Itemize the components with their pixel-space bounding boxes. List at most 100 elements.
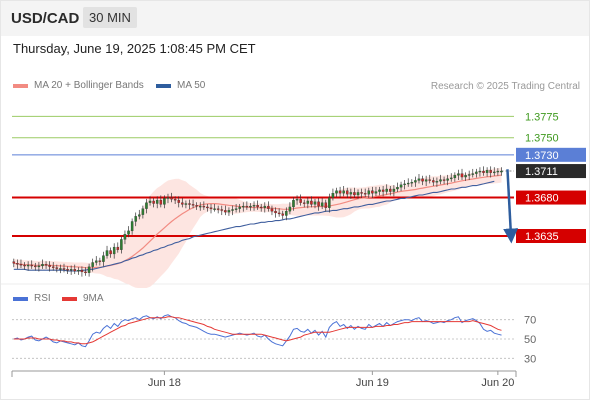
candles-group bbox=[12, 166, 503, 277]
candle-body bbox=[91, 262, 94, 267]
candle-body bbox=[66, 269, 69, 271]
candle-body bbox=[44, 264, 48, 266]
candle-body bbox=[363, 193, 367, 195]
candle-body bbox=[475, 171, 478, 174]
candle-body bbox=[155, 199, 159, 204]
candle-body bbox=[299, 199, 302, 203]
candle-body bbox=[163, 198, 166, 205]
candle-body bbox=[396, 187, 399, 190]
candle-body bbox=[181, 202, 184, 205]
candle-body bbox=[270, 208, 274, 212]
candle-body bbox=[302, 202, 306, 204]
candle-body bbox=[356, 192, 360, 196]
candle-body bbox=[489, 170, 492, 173]
rsi-ma-line bbox=[13, 316, 502, 345]
rsi-tick-label: 30 bbox=[524, 353, 536, 365]
legend-9ma: 9MA bbox=[62, 293, 104, 304]
candle-body bbox=[26, 264, 30, 267]
candle-body bbox=[87, 266, 91, 273]
candle-body bbox=[177, 199, 180, 203]
candle-body bbox=[98, 260, 102, 262]
candle-body bbox=[378, 189, 381, 192]
candle-body bbox=[130, 221, 134, 232]
candle-body bbox=[37, 265, 41, 268]
candle-body bbox=[389, 188, 392, 192]
candle-body bbox=[485, 170, 489, 173]
candle-body bbox=[138, 214, 141, 217]
candle-body bbox=[73, 269, 77, 272]
candle-body bbox=[55, 267, 59, 269]
candle-body bbox=[80, 270, 84, 273]
candle-body bbox=[95, 260, 98, 263]
candle-body bbox=[374, 191, 378, 194]
candle-body bbox=[482, 170, 485, 173]
candle-body bbox=[59, 268, 62, 270]
candle-body bbox=[152, 200, 155, 204]
candle-body bbox=[274, 211, 277, 214]
candle-body bbox=[16, 263, 19, 265]
candle-body bbox=[213, 208, 216, 210]
candle-body bbox=[285, 211, 288, 216]
candle-body bbox=[367, 190, 371, 195]
ma9-swatch bbox=[62, 296, 77, 301]
ma50-line bbox=[13, 180, 495, 272]
candle-body bbox=[195, 205, 198, 207]
candle-body bbox=[173, 199, 177, 201]
candle-body bbox=[317, 201, 320, 207]
candle-body bbox=[112, 246, 116, 255]
x-tick-label: Jun 20 bbox=[481, 377, 514, 389]
candle-body bbox=[467, 174, 471, 176]
legend-ma20-label: MA 20 + Bollinger Bands bbox=[34, 80, 144, 91]
candle-body bbox=[288, 206, 292, 212]
candle-body bbox=[320, 202, 324, 207]
candle-body bbox=[77, 270, 80, 272]
candle-body bbox=[105, 250, 109, 256]
candle-body bbox=[249, 205, 252, 208]
level-tag-1.3635 bbox=[516, 229, 586, 243]
candle-body bbox=[102, 255, 105, 262]
candle-body bbox=[206, 206, 209, 209]
chart-header: USD/CAD 30 MIN bbox=[0, 0, 590, 36]
ma20-swatch bbox=[13, 83, 28, 88]
candle-body bbox=[500, 170, 503, 173]
candle-body bbox=[342, 190, 345, 194]
candle-body bbox=[23, 264, 26, 267]
candle-body bbox=[432, 180, 435, 183]
level-label-1.3750: 1.3750 bbox=[525, 133, 559, 145]
timeframe-button[interactable]: 30 MIN bbox=[83, 7, 137, 28]
candle-body bbox=[116, 246, 120, 250]
candle-body bbox=[184, 203, 188, 205]
candle-body bbox=[478, 170, 482, 173]
candle-body bbox=[48, 264, 51, 267]
candle-body bbox=[145, 202, 148, 209]
candle-body bbox=[12, 261, 16, 264]
x-tick-label: Jun 18 bbox=[148, 377, 181, 389]
candle-body bbox=[19, 264, 23, 266]
candle-body bbox=[349, 192, 353, 195]
candle-body bbox=[123, 234, 127, 240]
candle-body bbox=[267, 205, 270, 209]
candle-body bbox=[449, 177, 453, 180]
candle-body bbox=[410, 182, 414, 184]
candle-body bbox=[69, 269, 73, 271]
last-price-tag bbox=[516, 164, 586, 179]
candle-body bbox=[148, 200, 152, 203]
candle-body bbox=[141, 208, 145, 215]
candle-body bbox=[198, 205, 202, 208]
candle-body bbox=[446, 178, 449, 181]
level-label-1.3775: 1.3775 bbox=[525, 111, 559, 123]
candle-body bbox=[34, 265, 37, 268]
candle-body bbox=[435, 181, 439, 183]
candle-body bbox=[338, 190, 342, 194]
candle-body bbox=[392, 188, 396, 192]
candle-body bbox=[227, 210, 231, 213]
level-label-1.3730: 1.3730 bbox=[525, 150, 559, 162]
candle-body bbox=[231, 209, 234, 211]
candle-body bbox=[216, 208, 220, 210]
candle-body bbox=[256, 205, 259, 208]
rsi-swatch bbox=[13, 296, 28, 301]
candle-body bbox=[421, 178, 424, 182]
candle-body bbox=[457, 173, 460, 176]
candle-body bbox=[496, 170, 500, 173]
